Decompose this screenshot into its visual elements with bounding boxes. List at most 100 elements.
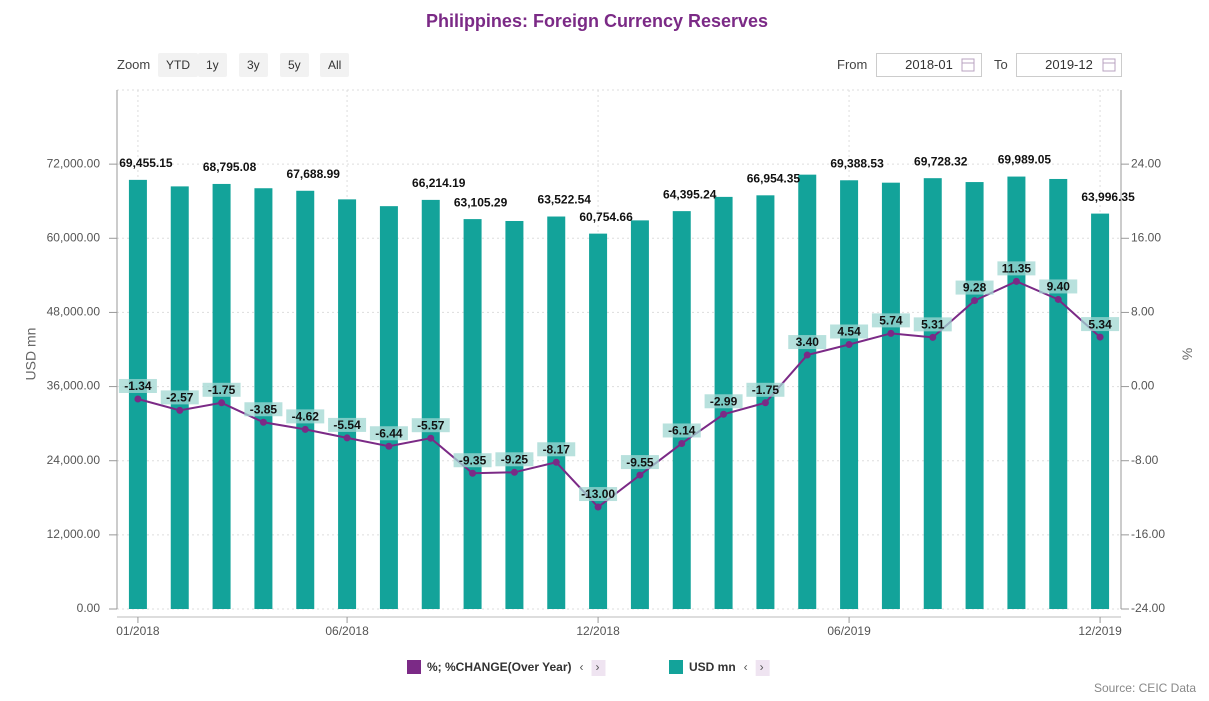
y-tick-label: 36,000.00 [47, 379, 101, 393]
label-box [202, 382, 241, 397]
label-box [1081, 317, 1120, 332]
line-point [218, 399, 226, 407]
calendar-icon [961, 58, 975, 72]
x-tick-label: 12/2018 [576, 624, 620, 638]
legend-next[interactable]: › [760, 660, 764, 674]
line-point [1012, 277, 1020, 285]
line [137, 280, 1101, 509]
line-value-label: -9.55 [626, 455, 654, 469]
source: Source: CEIC Data [1094, 681, 1196, 695]
line-point [636, 471, 644, 479]
bar [547, 216, 566, 609]
legend-swatch[interactable] [407, 660, 421, 674]
zoom-button[interactable]: 5y [280, 53, 309, 77]
line-value-label: -9.35 [459, 453, 487, 467]
line-point [594, 503, 602, 511]
label-box [1039, 279, 1078, 294]
bar-value-label: 68,795.08 [203, 160, 257, 174]
y-tick-label: 60,000.00 [47, 230, 101, 244]
y2-tick-label: -16.00 [1131, 527, 1165, 541]
bar [1091, 213, 1110, 609]
bar-value-label: 69,989.05 [998, 153, 1052, 167]
line-value-label: -6.44 [375, 426, 403, 440]
legend-next-bg [755, 660, 770, 676]
x-tick-label: 12/2019 [1078, 624, 1122, 638]
legend-prev[interactable]: ‹ [744, 660, 748, 674]
x-tick-label: 06/2018 [325, 624, 369, 638]
bar [798, 174, 817, 609]
line-point [427, 434, 435, 442]
to-input[interactable]: 2019-12 [1016, 53, 1122, 77]
y-tick-label: 24,000.00 [47, 453, 101, 467]
calendar-icon [1102, 58, 1116, 72]
bar [672, 211, 691, 610]
line-value-label: -2.99 [710, 394, 738, 408]
bar [589, 233, 608, 610]
y2-tick-label: 0.00 [1131, 379, 1155, 393]
line-value-label: -13.00 [581, 487, 615, 501]
line-point [259, 418, 267, 426]
zoom-button[interactable]: All [320, 53, 350, 77]
line-point [845, 340, 853, 348]
label-box [411, 418, 450, 433]
bar [630, 220, 649, 609]
label-box [620, 455, 659, 470]
y-tick-label: 0.00 [77, 601, 101, 615]
from-input[interactable]: 2018-01 [876, 53, 982, 77]
bar-value-label: 69,388.53 [830, 156, 884, 170]
line-value-label: -5.54 [333, 418, 361, 432]
line-point [385, 442, 393, 450]
y2-axis-label: % [1179, 348, 1195, 360]
legend-prev[interactable]: ‹ [580, 660, 584, 674]
line-value-label: 5.74 [879, 314, 903, 328]
bar-value-label: 69,728.32 [914, 154, 968, 168]
bar [881, 182, 900, 609]
x-tick-label: 01/2018 [116, 624, 160, 638]
line-point [552, 458, 560, 466]
label-box [746, 382, 785, 397]
bar [379, 206, 398, 609]
label-box [244, 402, 283, 417]
line-value-label: 3.40 [796, 335, 820, 349]
bar-value-label: 66,214.19 [412, 176, 466, 190]
zoom-button[interactable]: 3y [239, 53, 268, 77]
label-box [997, 261, 1036, 276]
bar [128, 179, 147, 609]
label-box [662, 423, 701, 438]
label-box [788, 335, 827, 350]
legend-swatch[interactable] [669, 660, 683, 674]
y2-tick-label: -8.00 [1131, 453, 1159, 467]
legend-label[interactable]: USD mn [689, 660, 736, 674]
legend-label[interactable]: %; %CHANGE(Over Year) [427, 660, 572, 674]
line-value-label: -3.85 [250, 402, 278, 416]
y2-tick-label: 8.00 [1131, 305, 1155, 319]
label-box [871, 313, 910, 328]
line-point [343, 434, 351, 442]
line-point [761, 399, 769, 407]
line-value-label: -1.75 [208, 383, 236, 397]
line-point [720, 410, 728, 418]
line-value-label: 11.35 [1002, 262, 1032, 276]
bar-value-label: 63,105.29 [454, 195, 508, 209]
y2-tick-label: 24.00 [1131, 156, 1161, 170]
line-point [803, 351, 811, 359]
line-value-label: -1.34 [124, 379, 152, 393]
zoom-button[interactable]: 1y [198, 53, 227, 77]
bar-value-label: 66,954.35 [747, 171, 801, 185]
bar-value-label: 63,996.35 [1081, 190, 1135, 204]
zoom-button[interactable]: YTD [158, 53, 198, 77]
label-box [328, 417, 367, 432]
line-value-label: -2.57 [166, 391, 194, 405]
line-value-label: -9.25 [501, 452, 529, 466]
legend-next[interactable]: › [596, 660, 600, 674]
label-box [369, 426, 408, 441]
bar [296, 190, 315, 609]
label-box [118, 378, 157, 393]
chart-title: Philippines: Foreign Currency Reserves [426, 11, 768, 31]
y-tick-label: 12,000.00 [47, 527, 101, 541]
line-point [929, 333, 937, 341]
bar [421, 199, 440, 609]
line-point [678, 439, 686, 447]
